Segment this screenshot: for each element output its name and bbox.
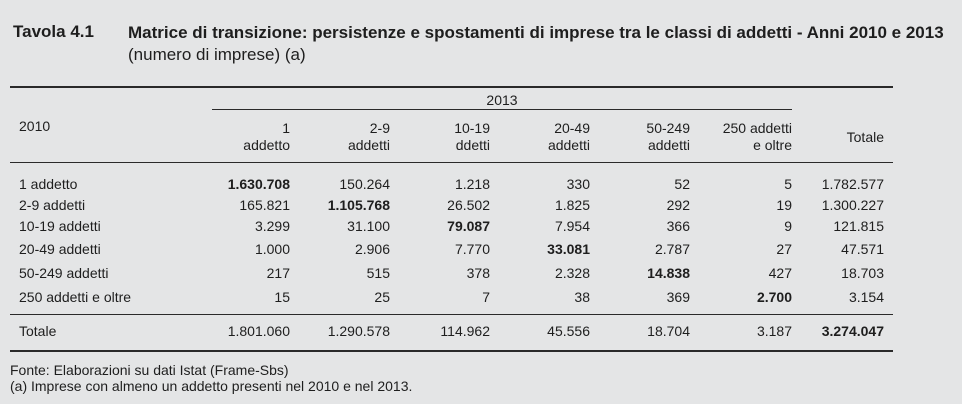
table-cell: 25 — [374, 289, 390, 305]
table-cell: 515 — [366, 265, 390, 281]
total-cell: 3.274.047 — [821, 323, 884, 339]
table-cell: 121.815 — [833, 218, 884, 234]
total-cell: 3.187 — [756, 323, 792, 339]
total-row-label: Totale — [19, 323, 57, 339]
total-cell: 1.290.578 — [327, 323, 390, 339]
table-cell: 2.700 — [756, 289, 792, 305]
table-cell: 1.630.708 — [227, 176, 290, 192]
column-header-line2: addetti — [647, 137, 690, 153]
table-cell: 3.154 — [848, 289, 884, 305]
total-cell: 1.801.060 — [227, 323, 290, 339]
column-header-line2: addetto — [243, 137, 290, 153]
year-rule — [212, 109, 792, 110]
table-cell: 2.787 — [654, 241, 690, 257]
table-cell: 7.770 — [454, 241, 490, 257]
table-cell: 27 — [776, 241, 792, 257]
total-cell: 45.556 — [547, 323, 590, 339]
column-header-line1: 1 — [282, 120, 290, 136]
table-cell: 31.100 — [347, 218, 390, 234]
header-rule — [10, 162, 893, 163]
table-cell: 26.502 — [447, 197, 490, 213]
table-cell: 165.821 — [239, 197, 290, 213]
column-header-line1: 2-9 — [369, 120, 390, 136]
row-label: 1 addetto — [19, 176, 78, 192]
bottom-rule — [10, 350, 893, 352]
table-cell: 1.000 — [254, 241, 290, 257]
row-label: 10-19 addetti — [19, 218, 101, 234]
column-header-line2: e oltre — [753, 137, 792, 153]
title-suffix: (numero di imprese) (a) — [128, 45, 306, 64]
table-cell: 292 — [666, 197, 690, 213]
table-title: Matrice di transizione: persistenze e sp… — [128, 22, 948, 66]
column-header-line1: 20-49 — [554, 120, 590, 136]
table-cell: 14.838 — [647, 265, 690, 281]
source-note: Fonte: Elaborazioni su dati Istat (Frame… — [10, 362, 289, 378]
column-header-line2: addetti — [547, 137, 590, 153]
table-cell: 47.571 — [841, 241, 884, 257]
title-main: Matrice di transizione: persistenze e sp… — [128, 23, 944, 42]
table-cell: 7 — [482, 289, 490, 305]
table-cell: 1.782.577 — [821, 176, 884, 192]
total-cell: 114.962 — [440, 323, 490, 339]
table-cell: 1.105.768 — [327, 197, 390, 213]
footnote-a: (a) Imprese con almeno un addetto presen… — [10, 378, 413, 394]
table-cell: 1.825 — [554, 197, 590, 213]
column-header-line1: 50-249 — [646, 120, 690, 136]
table-cell: 15 — [274, 289, 290, 305]
table-cell: 9 — [784, 218, 792, 234]
table-cell: 330 — [566, 176, 590, 192]
row-label: 2-9 addetti — [19, 197, 86, 213]
table-cell: 38 — [574, 289, 590, 305]
table-cell: 378 — [466, 265, 490, 281]
table-cell: 366 — [666, 218, 690, 234]
table-cell: 33.081 — [547, 241, 590, 257]
total-rule — [10, 314, 893, 315]
table-cell: 1.300.227 — [821, 197, 884, 213]
table-cell: 369 — [666, 289, 690, 305]
table-cell: 52 — [674, 176, 690, 192]
column-header-line1: 10-19 — [454, 120, 490, 136]
row-header-2010: 2010 — [19, 118, 51, 134]
column-header-line1: 250 addetti — [722, 120, 792, 136]
top-rule — [10, 86, 893, 88]
table-cell: 2.906 — [354, 241, 390, 257]
table-cell: 18.703 — [841, 265, 884, 281]
row-label: 50-249 addetti — [19, 265, 109, 281]
column-header-line2: ddetti — [455, 137, 490, 153]
table-number: Tavola 4.1 — [13, 22, 94, 41]
table-cell: 3.299 — [254, 218, 290, 234]
year-header: 2013 — [486, 92, 518, 108]
table-cell: 2.328 — [554, 265, 590, 281]
column-header-line2: addetti — [347, 137, 390, 153]
table-cell: 79.087 — [447, 218, 490, 234]
row-label: 250 addetti e oltre — [19, 289, 132, 305]
table-cell: 427 — [768, 265, 792, 281]
table-cell: 5 — [784, 176, 792, 192]
column-header-total: Totale — [846, 129, 884, 145]
row-label: 20-49 addetti — [19, 241, 101, 257]
total-cell: 18.704 — [647, 323, 690, 339]
table-cell: 19 — [776, 197, 792, 213]
table-cell: 1.218 — [454, 176, 490, 192]
table-cell: 7.954 — [554, 218, 590, 234]
table-cell: 217 — [266, 265, 290, 281]
table-cell: 150.264 — [339, 176, 390, 192]
